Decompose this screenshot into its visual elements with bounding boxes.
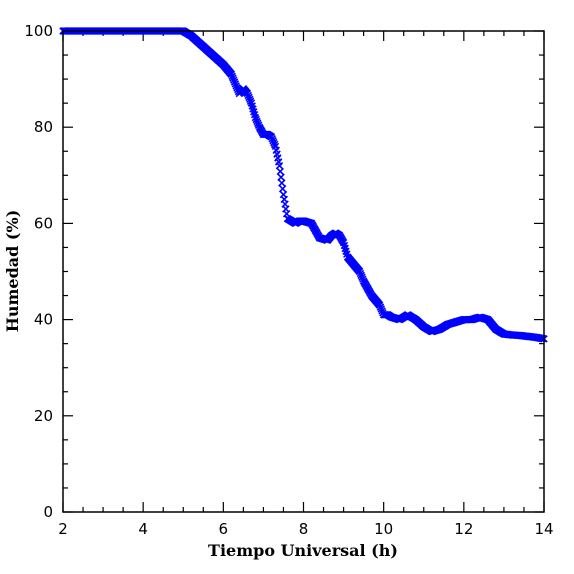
y-tick-label: 80 [34, 118, 53, 136]
data-points [59, 27, 548, 343]
data-point [276, 167, 284, 176]
y-tick-label: 20 [34, 407, 53, 425]
x-tick-label: 2 [58, 520, 68, 538]
data-point [275, 161, 284, 170]
y-tick-label: 100 [24, 22, 53, 40]
y-axis-label: Humedad (%) [3, 210, 22, 333]
plot-frame [62, 30, 545, 513]
x-tick-label: 14 [534, 520, 553, 538]
y-tick-label: 60 [34, 214, 53, 232]
y-tick-label: 40 [34, 311, 53, 329]
data-point [278, 179, 286, 187]
axis-tick-labels: 2 4 6 8 10 12 14 0 20 40 60 80 100 [24, 22, 553, 538]
x-tick-label: 12 [454, 520, 473, 538]
x-axis-label: Tiempo Universal (h) [208, 541, 398, 560]
data-point [278, 185, 287, 193]
axis-ticks [62, 30, 545, 513]
data-point [277, 173, 285, 181]
x-tick-label: 10 [374, 520, 393, 538]
x-tick-label: 4 [138, 520, 148, 538]
y-tick-label: 0 [43, 503, 53, 521]
x-tick-label: 6 [219, 520, 229, 538]
x-tick-label: 8 [299, 520, 309, 538]
